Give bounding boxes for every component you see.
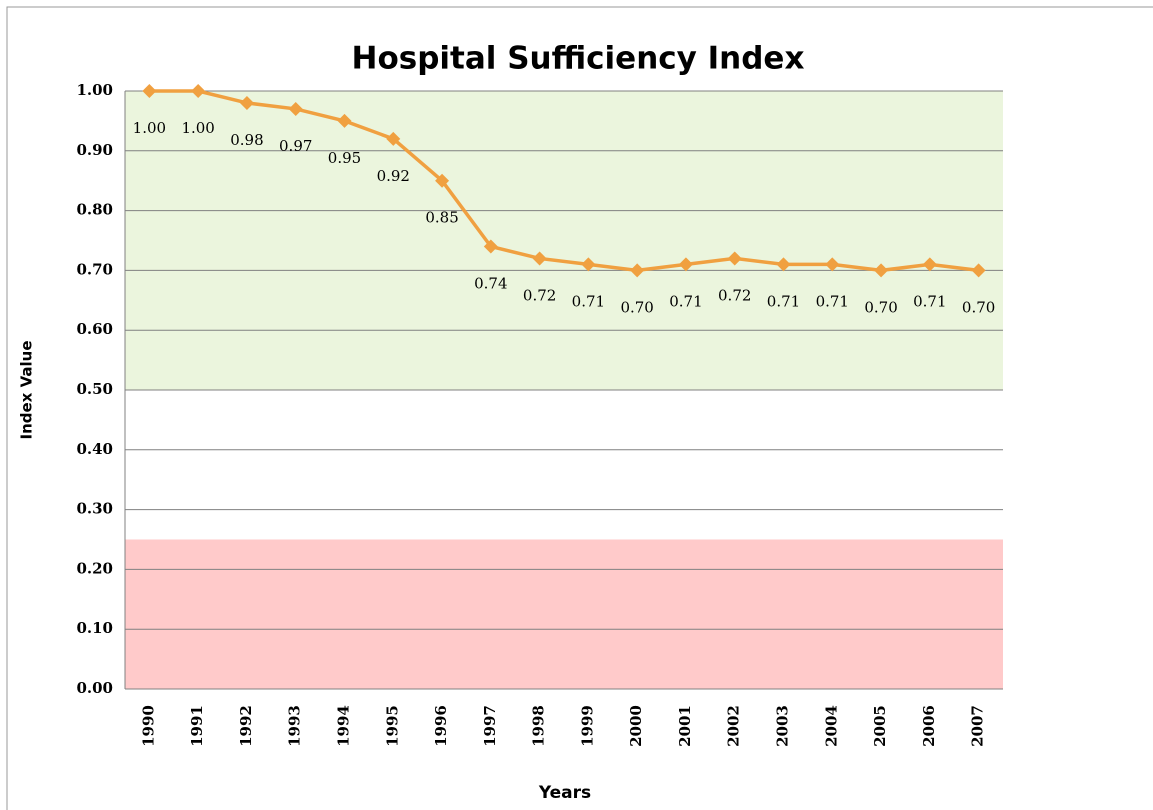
marker [825, 257, 840, 272]
marker [922, 257, 937, 272]
marker [971, 263, 986, 278]
x-tick-label: 2007 [969, 705, 987, 747]
data-label: 0.70 [864, 298, 897, 316]
x-tick-label: 2001 [676, 705, 694, 747]
x-tick-label: 1999 [578, 705, 596, 747]
data-label: 0.71 [669, 292, 702, 310]
chart-title: Hospital Sufficiency Index [352, 41, 805, 77]
y-tick-label: 0.90 [76, 141, 113, 159]
y-tick-label: 0.70 [76, 260, 113, 278]
data-label: 0.71 [913, 292, 946, 310]
marker [337, 113, 352, 128]
x-tick-label: 1994 [335, 705, 353, 747]
band [125, 91, 1003, 390]
y-axis-label: Index Value [18, 341, 36, 440]
marker [386, 131, 401, 146]
marker [776, 257, 791, 272]
x-tick-label: 2002 [725, 705, 743, 747]
data-label: 0.97 [279, 137, 312, 155]
x-tick-label: 2003 [774, 705, 792, 747]
marker [532, 251, 547, 266]
x-tick-label: 1995 [383, 705, 401, 747]
x-axis-label: Years [538, 783, 591, 803]
chart-frame [6, 6, 1153, 810]
y-tick-label: 0.30 [76, 500, 113, 518]
y-tick-label: 0.40 [76, 440, 113, 458]
line [149, 89, 979, 273]
data-label: 0.71 [572, 292, 605, 310]
marker [581, 257, 596, 272]
x-tick-label: 2000 [627, 705, 645, 747]
y-tick-label: 0.60 [76, 320, 113, 338]
y-tick-label: 0.50 [76, 380, 113, 398]
data-label: 0.95 [328, 149, 361, 167]
x-tick-label: 2006 [920, 705, 938, 747]
marker [630, 263, 645, 278]
data-label: 1.00 [181, 119, 214, 137]
data-label: 0.71 [816, 292, 849, 310]
data-label: 0.70 [620, 298, 653, 316]
y-tick-label: 1.00 [76, 81, 113, 99]
data-label: 1.00 [133, 119, 166, 137]
marker [435, 173, 450, 188]
y-tick-label: 0.20 [76, 559, 113, 577]
data-label: 0.72 [718, 286, 751, 304]
x-tick-label: 1997 [481, 705, 499, 747]
x-tick-label: 1996 [432, 705, 450, 747]
marker [483, 239, 498, 254]
x-tick-label: 2004 [822, 705, 840, 747]
y-tick-label: 0.00 [76, 679, 113, 697]
x-tick-label: 1993 [286, 705, 304, 747]
x-tick-label: 2005 [871, 705, 889, 747]
marker [191, 84, 206, 98]
y-tick-label: 0.80 [76, 201, 113, 219]
marker [727, 251, 742, 266]
band [125, 539, 1003, 689]
marker [239, 95, 254, 110]
x-tick-label: 1992 [237, 705, 255, 747]
data-label: 0.98 [230, 131, 263, 149]
marker [874, 263, 889, 278]
x-tick-label: 1998 [530, 705, 548, 747]
y-tick-label: 0.10 [76, 619, 113, 637]
data-label: 0.92 [377, 167, 410, 185]
marker [678, 257, 693, 272]
marker [142, 84, 157, 98]
data-label: 0.74 [474, 274, 507, 292]
data-label: 0.72 [523, 286, 556, 304]
data-label: 0.70 [962, 298, 995, 316]
data-label: 0.85 [425, 209, 458, 227]
x-tick-label: 1991 [188, 705, 206, 747]
marker [288, 101, 303, 116]
data-label: 0.71 [767, 292, 800, 310]
x-tick-label: 1990 [139, 705, 157, 747]
